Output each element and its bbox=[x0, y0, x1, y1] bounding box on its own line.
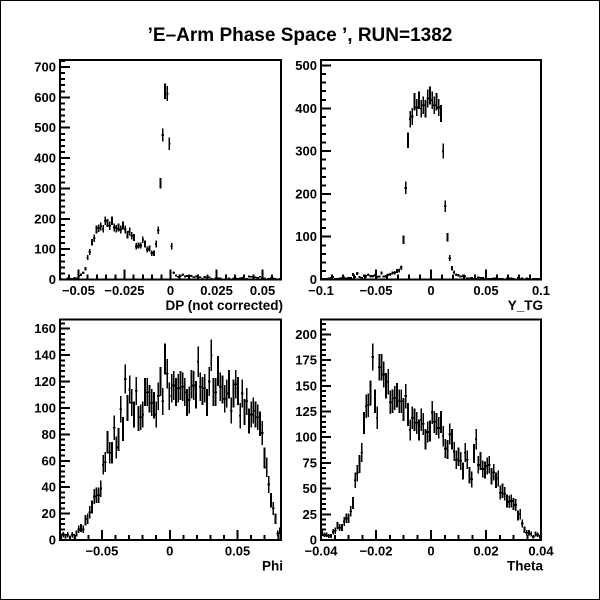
x-axis-title-y_tg: Y_TG bbox=[508, 298, 543, 313]
ticks-y_tg bbox=[320, 64, 542, 281]
y-tick-label: 500 bbox=[295, 58, 317, 73]
y-tick-label: 100 bbox=[295, 430, 317, 445]
x-tick-label: −0.025 bbox=[104, 283, 144, 298]
y-tick-label: 80 bbox=[42, 427, 56, 442]
x-axis-title-dp: DP (not corrected) bbox=[165, 298, 283, 313]
y-tick-label: 300 bbox=[295, 144, 317, 159]
y-tick-label: 40 bbox=[42, 480, 56, 495]
ticks-dp bbox=[59, 59, 282, 281]
y-tick-label: 175 bbox=[295, 353, 317, 368]
y-tick-label: 200 bbox=[295, 186, 317, 201]
data-points-phi bbox=[60, 339, 281, 540]
tick-labels-dp: −0.05 −0.025 0 0.025 0.05 0 100 200 300 400 500 600… bbox=[34, 59, 275, 298]
x-tick-label: 0.02 bbox=[473, 544, 498, 559]
y-tick-label: 300 bbox=[34, 181, 56, 196]
x-tick-label: 0 bbox=[427, 283, 434, 298]
x-tick-label: −0.02 bbox=[360, 544, 393, 559]
y-tick-label: 400 bbox=[34, 151, 56, 166]
y-tick-label: 0 bbox=[49, 533, 56, 548]
y-tick-label: 600 bbox=[34, 90, 56, 105]
x-tick-label: 0 bbox=[427, 544, 434, 559]
y-tick-label: 25 bbox=[303, 507, 317, 522]
y-tick-label: 75 bbox=[303, 455, 317, 470]
frame-y_tg bbox=[320, 59, 542, 281]
y-tick-label: 160 bbox=[34, 321, 56, 336]
x-tick-label: −0.04 bbox=[305, 544, 339, 559]
x-tick-label: −0.05 bbox=[360, 283, 393, 298]
y-tick-label: 100 bbox=[295, 229, 317, 244]
panel-dp: −0.05 −0.025 0 0.025 0.05 0 100 200 300 400 500 600… bbox=[34, 59, 283, 313]
y-tick-label: 0 bbox=[49, 272, 56, 287]
y-tick-label: 150 bbox=[295, 378, 317, 393]
canvas-title: ’E–Arm Phase Space ’, RUN=1382 bbox=[147, 25, 453, 46]
y-tick-label: 100 bbox=[34, 400, 56, 415]
y-tick-label: 125 bbox=[295, 404, 317, 419]
data-points-dp bbox=[60, 83, 281, 281]
x-tick-label: 0.05 bbox=[250, 283, 275, 298]
x-tick-label: −0.05 bbox=[85, 544, 118, 559]
x-tick-label: 0.1 bbox=[532, 283, 550, 298]
y-tick-label: 200 bbox=[295, 327, 317, 342]
x-axis-title-theta: Theta bbox=[507, 559, 543, 574]
x-tick-label: −0.05 bbox=[62, 283, 95, 298]
ticks-theta bbox=[320, 323, 542, 541]
y-tick-label: 140 bbox=[34, 348, 56, 363]
x-tick-label: 0.04 bbox=[528, 544, 554, 559]
y-tick-label: 500 bbox=[34, 120, 56, 135]
tick-labels-theta: −0.04 −0.02 0 0.02 0.04 0 25 50 75 100 125 150 175 20… bbox=[295, 327, 554, 559]
panel-phi: −0.05 0 0.05 0 20 40 60 80 100 120 140 160 Phi bbox=[34, 318, 283, 574]
x-tick-label: 0 bbox=[167, 283, 174, 298]
x-tick-label: 0 bbox=[166, 544, 173, 559]
y-tick-label: 400 bbox=[295, 101, 317, 116]
y-tick-label: 50 bbox=[303, 481, 317, 496]
tick-labels-y_tg: −0.1 −0.05 0 0.05 0.1 0 100 200 300 400 500 bbox=[295, 58, 550, 298]
data-points-theta bbox=[321, 343, 541, 539]
x-tick-label: 0.025 bbox=[200, 283, 233, 298]
y-tick-label: 0 bbox=[310, 272, 317, 287]
y-tick-label: 120 bbox=[34, 374, 56, 389]
y-tick-label: 60 bbox=[42, 453, 56, 468]
x-tick-label: −0.1 bbox=[308, 283, 334, 298]
y-tick-label: 0 bbox=[310, 533, 317, 548]
y-tick-label: 700 bbox=[34, 59, 56, 74]
x-axis-title-phi: Phi bbox=[262, 559, 283, 574]
data-points-y_tg bbox=[321, 86, 541, 280]
frame-theta bbox=[320, 318, 542, 541]
y-tick-label: 200 bbox=[34, 211, 56, 226]
x-tick-label: 0.05 bbox=[473, 283, 498, 298]
x-tick-label: 0.05 bbox=[225, 544, 250, 559]
y-tick-label: 100 bbox=[34, 242, 56, 257]
panel-y_tg: −0.1 −0.05 0 0.05 0.1 0 100 200 300 400 500 Y_TG bbox=[295, 58, 550, 313]
y-tick-label: 20 bbox=[42, 506, 56, 521]
tick-labels-phi: −0.05 0 0.05 0 20 40 60 80 100 120 140 160 bbox=[34, 321, 250, 558]
panel-theta: −0.04 −0.02 0 0.02 0.04 0 25 50 75 100 125 150 175 20… bbox=[295, 318, 554, 574]
